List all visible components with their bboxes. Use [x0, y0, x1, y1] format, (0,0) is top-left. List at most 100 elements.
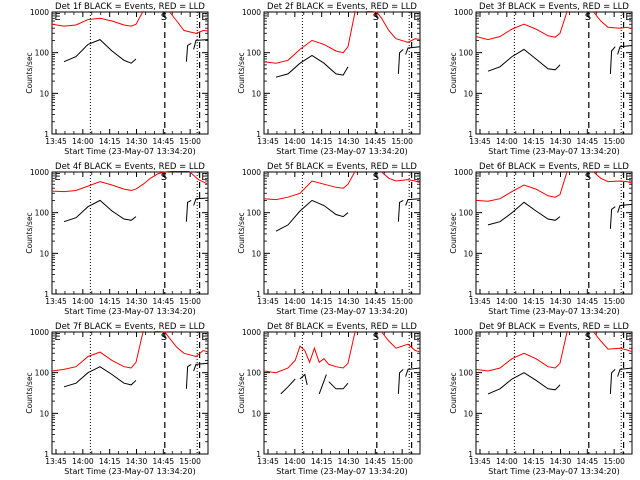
events-series-line — [193, 39, 208, 50]
lld-series-line — [264, 171, 356, 201]
y-tick-label: 100 — [459, 369, 474, 378]
y-tick-label: 1000 — [454, 168, 473, 177]
events-series-line — [318, 374, 327, 395]
lld-series-line — [155, 331, 208, 358]
end-marker: E — [625, 172, 631, 183]
x-tick-label: 15:00 — [603, 457, 625, 466]
x-axis-label: Start Time (23-May-07 13:34:20) — [64, 147, 195, 156]
y-tick-label: 10 — [39, 89, 49, 98]
plot-frame — [263, 11, 421, 135]
y-tick-label: 10 — [251, 89, 261, 98]
y-axis-label: Counts/sec — [237, 372, 246, 413]
y-axis-label: Counts/sec — [237, 52, 246, 93]
events-series-line — [397, 369, 404, 394]
x-tick-label: 13:45 — [45, 137, 67, 146]
x-tick-label: 14:00 — [496, 297, 518, 306]
events-series-line — [193, 197, 208, 206]
x-axis-label: Start Time (23-May-07 13:34:20) — [276, 307, 407, 316]
y-tick-label: 10 — [463, 249, 473, 258]
panel-title: Det 8f BLACK = Events, RED = LLD — [267, 322, 417, 332]
x-tick-label: 14:00 — [72, 137, 94, 146]
lld-series-line — [52, 11, 144, 27]
lld-series-line — [264, 331, 356, 374]
events-series-line — [617, 367, 632, 377]
y-tick-label: 1000 — [242, 168, 261, 177]
events-series-line — [185, 363, 192, 389]
x-tick-label: 14:15 — [311, 297, 333, 306]
x-axis-label: Start Time (23-May-07 13:34:20) — [276, 467, 407, 476]
end-marker: E — [413, 172, 419, 183]
x-tick-label: 13:45 — [469, 457, 491, 466]
panel-title: Det 5f BLACK = Events, RED = LLD — [267, 162, 417, 172]
x-tick-label: 14:30 — [338, 457, 360, 466]
data-layer — [264, 331, 420, 395]
y-tick-label: 1 — [468, 290, 473, 299]
data-layer — [476, 171, 632, 229]
x-tick-label: 14:45 — [577, 457, 599, 466]
detector-panel-9: Det 9f BLACK = Events, RED = LLD 1 10 100 10… — [449, 322, 633, 476]
x-tick-label: 13:45 — [469, 137, 491, 146]
data-layer — [476, 11, 632, 74]
x-tick-label: 14:45 — [577, 137, 599, 146]
lld-series-line — [593, 171, 632, 184]
y-axis-label: Counts/sec — [449, 212, 458, 253]
detector-panel-4: Det 4f BLACK = Events, RED = LLD 1 10 100 10… — [25, 162, 209, 316]
y-axis-label: Counts/sec — [25, 372, 34, 413]
x-tick-label: 15:00 — [603, 297, 625, 306]
y-tick-label: 100 — [35, 369, 50, 378]
y-tick-label: 1000 — [242, 328, 261, 337]
x-tick-label: 14:45 — [153, 457, 175, 466]
end-marker: E — [201, 332, 207, 343]
y-tick-label: 100 — [247, 369, 262, 378]
detector-panel-2: Det 2f BLACK = Events, RED = LLD 1 10 100 10… — [237, 2, 421, 156]
start-marker: S — [161, 12, 167, 23]
events-series-line — [609, 206, 616, 229]
x-tick-label: 15:00 — [179, 137, 201, 146]
lld-series-line — [593, 331, 632, 353]
x-tick-label: 14:30 — [550, 297, 572, 306]
data-layer — [52, 11, 208, 64]
x-tick-label: 14:15 — [311, 457, 333, 466]
plot-frame — [51, 171, 209, 295]
end-marker: E — [413, 332, 419, 343]
y-tick-label: 1 — [256, 290, 261, 299]
x-tick-label: 14:30 — [126, 297, 148, 306]
events-series-line — [617, 203, 632, 213]
plot-frame — [263, 171, 421, 295]
y-tick-label: 100 — [35, 209, 50, 218]
end-marker: E — [625, 12, 631, 23]
y-tick-label: 1 — [44, 450, 49, 459]
x-tick-label: 13:45 — [257, 457, 279, 466]
panel-title: Det 9f BLACK = Events, RED = LLD — [479, 322, 629, 332]
events-series-line — [328, 381, 349, 390]
events-series-line — [397, 199, 404, 222]
end-marker: E — [625, 332, 631, 343]
y-tick-label: 100 — [459, 209, 474, 218]
panel-title: Det 7f BLACK = Events, RED = LLD — [55, 322, 205, 332]
events-series-line — [487, 48, 561, 72]
y-tick-label: 100 — [35, 49, 50, 58]
x-tick-label: 14:45 — [365, 137, 387, 146]
y-tick-label: 1000 — [30, 168, 49, 177]
data-layer — [264, 11, 420, 78]
lld-series-line — [381, 171, 420, 184]
lld-series-line — [381, 331, 420, 353]
x-tick-label: 14:00 — [284, 457, 306, 466]
plot-frame — [475, 171, 633, 295]
x-tick-label: 14:30 — [338, 137, 360, 146]
x-axis-label: Start Time (23-May-07 13:34:20) — [64, 467, 195, 476]
events-series-line — [405, 46, 420, 55]
start-marker: S — [585, 12, 591, 23]
y-tick-label: 1000 — [30, 328, 49, 337]
lld-series-line — [476, 171, 568, 202]
x-tick-label: 15:00 — [603, 137, 625, 146]
x-axis-label: Start Time (23-May-07 13:34:20) — [488, 307, 619, 316]
lld-series-line — [476, 11, 568, 41]
y-tick-label: 1000 — [454, 8, 473, 17]
x-tick-label: 14:30 — [338, 297, 360, 306]
events-series-line — [617, 45, 632, 55]
events-series-line — [185, 42, 192, 62]
x-tick-label: 13:45 — [257, 297, 279, 306]
x-tick-label: 14:00 — [284, 297, 306, 306]
end-marker-left: E — [54, 12, 60, 23]
